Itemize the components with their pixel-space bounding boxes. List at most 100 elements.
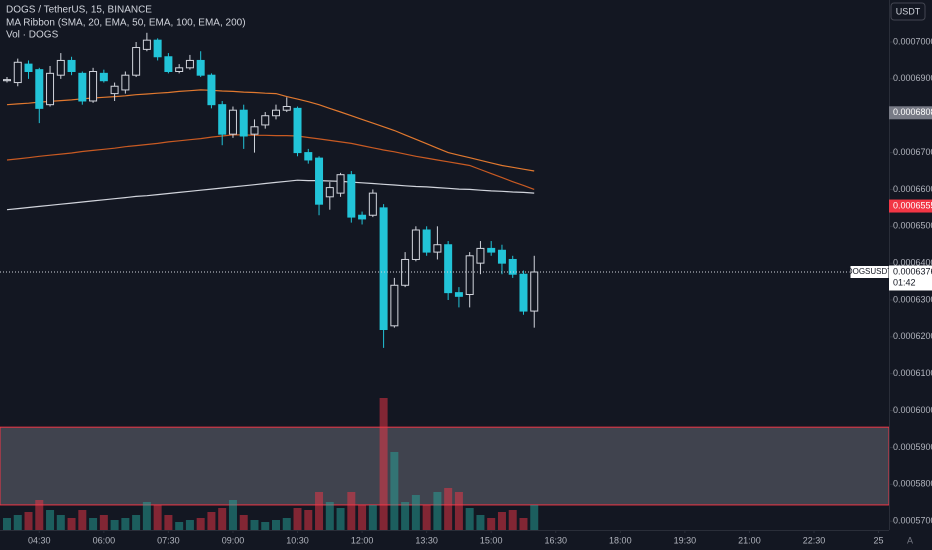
- candle-body: [390, 284, 399, 327]
- candle-body: [444, 244, 453, 294]
- volume-bar: [56, 515, 65, 530]
- candle-body: [465, 255, 474, 295]
- volume-bar: [239, 515, 248, 530]
- volume-bar: [3, 518, 11, 530]
- y-tick-label: 0.0007000: [893, 36, 932, 46]
- volume-bar: [304, 510, 313, 530]
- moving-average-line: [6, 179, 535, 211]
- volume-bar: [164, 515, 173, 530]
- candle-body: [24, 63, 33, 73]
- candle-body: [347, 174, 356, 218]
- y-tick-label: 0.0006200: [893, 331, 932, 341]
- x-tick-label: 25: [874, 535, 884, 545]
- volume-bar: [530, 505, 539, 530]
- candle-body: [56, 59, 65, 76]
- candle-body: [272, 109, 280, 117]
- indicator-legend: MA Ribbon (SMA, 20, EMA, 50, EMA, 100, E…: [6, 18, 246, 29]
- y-tick-label: 0.0005800: [893, 479, 932, 489]
- currency-button[interactable]: [890, 2, 926, 21]
- x-tick-label: 06:00: [93, 535, 116, 545]
- x-tick-label: 10:30: [286, 535, 309, 545]
- volume-bar: [293, 508, 302, 530]
- candle-body: [304, 152, 313, 161]
- x-tick-label: 07:30: [157, 535, 180, 545]
- volume-bar: [261, 522, 270, 530]
- symbol-tag-label: DOGSUSDT: [847, 267, 892, 276]
- candle-body: [250, 126, 259, 135]
- x-tick-label: 13:30: [415, 535, 438, 545]
- volume-bar: [99, 515, 108, 530]
- volume-bar: [250, 520, 259, 530]
- candle-body: [293, 107, 302, 154]
- candle-body: [67, 59, 76, 73]
- x-tick-label: 19:30: [674, 535, 697, 545]
- candle-body: [519, 273, 528, 312]
- volume-bar: [401, 502, 410, 530]
- volume-bar: [67, 518, 76, 530]
- candle-body: [379, 207, 388, 330]
- y-tick-label: 0.0006700: [893, 147, 932, 157]
- x-tick-label: 04:30: [28, 535, 51, 545]
- candle-body: [196, 59, 205, 76]
- price-tag-label: 0.0006555: [893, 200, 932, 210]
- candle-body: [35, 69, 44, 109]
- volume-bar: [347, 492, 356, 530]
- candle-body: [142, 39, 151, 50]
- candle-body: [46, 72, 55, 106]
- y-tick-label: 0.0006900: [893, 73, 932, 83]
- x-tick-label: 12:00: [351, 535, 374, 545]
- x-tick-label: 22:30: [803, 535, 826, 545]
- candle-body: [315, 157, 324, 205]
- candle-body: [218, 104, 227, 135]
- symbol-title: DOGS / TetherUS, 15, BINANCE: [6, 5, 152, 16]
- candle-body: [121, 74, 130, 91]
- last-price-label: 0.0006376: [893, 266, 932, 276]
- candle-body: [99, 72, 108, 82]
- volume-bar: [196, 518, 205, 530]
- candle-body: [164, 56, 173, 73]
- y-tick-label: 0.0006400: [893, 258, 932, 268]
- volume-bar: [282, 518, 291, 530]
- price-tag-label: 0.0006808: [893, 107, 932, 117]
- volume-bar: [153, 505, 162, 530]
- y-tick-label: 0.0006000: [893, 405, 932, 415]
- y-tick-label: 0.0006600: [893, 184, 932, 194]
- auto-scale-button[interactable]: A: [907, 535, 913, 545]
- volume-bar: [336, 508, 345, 530]
- volume-bar: [422, 505, 431, 530]
- candle-body: [530, 271, 539, 312]
- candle-body: [325, 187, 334, 198]
- countdown-label: 01:42: [893, 277, 916, 287]
- candle-body: [261, 115, 270, 126]
- volume-bar: [207, 512, 216, 530]
- volume-bar: [218, 508, 227, 530]
- y-tick-label: 0.0006500: [893, 221, 932, 231]
- volume-bar: [497, 512, 506, 530]
- volume-bar: [78, 510, 87, 530]
- volume-bar: [368, 505, 377, 530]
- volume-bar: [228, 500, 237, 530]
- candle-body: [132, 47, 141, 76]
- candle-body: [368, 192, 377, 216]
- candle-body: [228, 109, 237, 135]
- candle-body: [497, 249, 506, 264]
- volume-bar: [433, 492, 442, 530]
- price-tag: [889, 199, 932, 213]
- volume-bar: [487, 518, 496, 530]
- volume-bar: [325, 502, 334, 530]
- x-tick-label: 15:00: [480, 535, 503, 545]
- moving-average-line: [6, 134, 535, 190]
- candle-body: [282, 106, 291, 111]
- candle-body: [78, 72, 87, 102]
- candle-body: [476, 247, 485, 264]
- candle-body: [110, 85, 119, 95]
- volume-bar: [358, 505, 367, 530]
- volume-bar: [142, 502, 151, 530]
- volume-bar: [476, 515, 485, 530]
- candle-body: [153, 39, 162, 58]
- candle-body: [239, 109, 248, 137]
- currency-label[interactable]: USDT: [896, 6, 921, 16]
- volume-bar: [110, 520, 119, 530]
